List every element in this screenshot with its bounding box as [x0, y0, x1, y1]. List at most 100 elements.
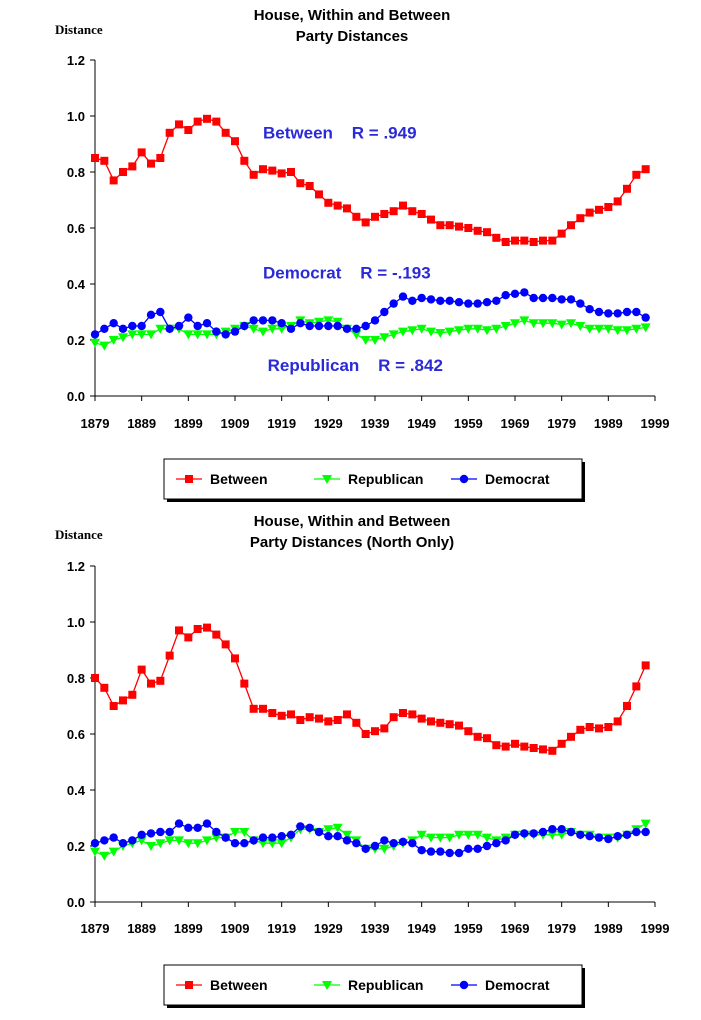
between-point	[445, 221, 454, 230]
between-point	[212, 630, 221, 639]
between-point	[333, 716, 342, 724]
republican-point	[575, 322, 586, 331]
republican-point	[267, 839, 278, 849]
republican-point	[90, 847, 100, 857]
y-tick-label: 0.0	[67, 389, 85, 404]
democrat-point	[174, 321, 184, 331]
democrat-point	[324, 832, 333, 841]
x-tick-label: 1989	[594, 416, 623, 431]
between-point	[623, 702, 631, 710]
series-republican	[90, 819, 651, 861]
x-tick-label: 1959	[454, 416, 483, 431]
between-point	[156, 154, 165, 162]
between-point	[361, 218, 370, 227]
republican-point	[248, 324, 259, 334]
democrat-point	[249, 836, 258, 845]
democrat-point	[268, 833, 277, 842]
republican-point	[239, 828, 250, 837]
democrat-point	[613, 309, 622, 318]
between-point	[427, 717, 435, 726]
republican-point	[230, 828, 240, 837]
republican-point	[108, 336, 119, 345]
democrat-point	[604, 834, 613, 844]
democrat-point	[212, 827, 221, 837]
between-point	[511, 236, 519, 245]
between-point	[193, 625, 202, 633]
chart-title: House, Within and Between	[254, 513, 451, 530]
x-tick-label: 1979	[547, 921, 576, 936]
democrat-point	[510, 830, 520, 839]
between-point	[492, 233, 501, 242]
y-tick-label: 0.0	[67, 895, 85, 910]
republican-point	[463, 830, 474, 840]
between-point	[305, 713, 314, 722]
between-point	[427, 215, 435, 224]
x-tick-label: 1899	[174, 921, 203, 936]
republican-point	[276, 839, 287, 849]
legend-label: Republican	[348, 977, 423, 993]
between-point	[417, 210, 426, 218]
republican-point	[463, 324, 474, 334]
republican-point	[90, 338, 100, 348]
democrat-point	[137, 321, 146, 331]
democrat-point	[296, 822, 305, 831]
y-tick-label: 0.8	[67, 165, 85, 180]
republican-point	[146, 842, 156, 851]
x-tick-label: 1989	[594, 921, 623, 936]
chart-2: House, Within and Between Party Distances…	[55, 513, 669, 1008]
democrat-point	[137, 830, 146, 839]
democrat-point	[240, 839, 249, 848]
between-point	[539, 745, 547, 754]
between-point	[604, 203, 613, 211]
between-point	[184, 633, 193, 642]
legend: Between Republican Democrat	[163, 964, 585, 1008]
between-point	[557, 739, 566, 748]
between-point	[259, 165, 267, 174]
between-point	[604, 723, 613, 731]
democrat-point	[90, 839, 100, 848]
democrat-point	[389, 839, 398, 848]
between-point	[380, 724, 389, 733]
chart-title: House, Within and Between	[254, 7, 451, 24]
between-point	[436, 718, 445, 727]
democrat-point	[473, 299, 482, 308]
democrat-point	[277, 319, 286, 328]
republican-point	[640, 323, 651, 333]
republican-point	[416, 324, 427, 334]
republican-point	[435, 329, 446, 338]
democrat-point	[585, 305, 594, 314]
between-point	[389, 207, 398, 216]
republican-point	[192, 330, 203, 340]
republican-point	[622, 326, 632, 336]
republican-point	[108, 847, 119, 857]
republican-point	[426, 833, 436, 843]
between-point	[576, 214, 585, 223]
democrat-point	[548, 825, 557, 834]
republican-point	[444, 327, 455, 337]
democrat-point	[342, 324, 352, 333]
republican-point	[202, 836, 212, 846]
republican-point	[556, 830, 567, 840]
x-tick-label: 1889	[127, 416, 156, 431]
democrat-point	[464, 844, 473, 853]
between-point	[595, 724, 603, 733]
between-point	[567, 221, 575, 230]
between-point	[399, 709, 407, 717]
between-point	[613, 197, 622, 206]
between-point	[203, 114, 211, 123]
x-tick-label: 1919	[267, 416, 296, 431]
between-point	[417, 714, 426, 723]
x-tick-label: 1889	[127, 921, 156, 936]
democrat-point	[202, 819, 212, 828]
republican-point	[332, 823, 343, 833]
annotation-label: Democrat R = -.193	[263, 263, 431, 282]
between-point	[380, 210, 389, 218]
legend-swatch-marker	[459, 474, 469, 484]
democrat-point	[184, 823, 193, 832]
between-point	[249, 704, 258, 713]
republican-point	[276, 324, 287, 334]
between-point	[156, 676, 165, 685]
between-point	[147, 159, 155, 168]
democrat-point	[557, 295, 566, 304]
chart-1: House, Within and Between Party Distances…	[55, 7, 669, 502]
